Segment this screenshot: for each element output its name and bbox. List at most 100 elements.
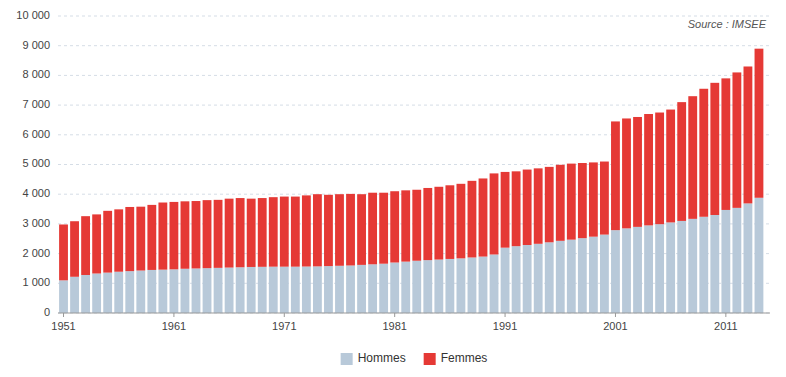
bar: [501, 248, 510, 313]
bar: [169, 269, 178, 313]
bar: [699, 217, 708, 313]
x-tick: [173, 313, 174, 317]
x-tick-label: 1961: [162, 320, 186, 332]
grid-line: [58, 313, 770, 314]
bar: [103, 273, 112, 313]
bar: [125, 207, 134, 271]
bar: [258, 267, 267, 313]
bar: [622, 228, 631, 313]
bar: [368, 193, 377, 265]
bar: [732, 208, 741, 313]
y-tick-label: 3 000: [22, 217, 50, 229]
y-tick-label: 5 000: [22, 157, 50, 169]
bar: [578, 163, 587, 238]
bar: [423, 188, 432, 260]
bar: [103, 211, 112, 273]
bar: [203, 268, 212, 313]
grid-line: [58, 75, 770, 76]
bar: [158, 270, 167, 313]
bar: [70, 221, 79, 277]
bar: [379, 193, 388, 264]
y-tick-label: 4 000: [22, 187, 50, 199]
bar: [313, 266, 322, 313]
bar: [556, 165, 565, 241]
x-tick-label: 1991: [493, 320, 517, 332]
bar: [390, 263, 399, 313]
y-tick-label: 2 000: [22, 247, 50, 259]
bar: [644, 225, 653, 313]
bar: [490, 254, 499, 313]
y-tick-label: 1 000: [22, 276, 50, 288]
bar: [214, 268, 223, 313]
bar: [611, 121, 620, 230]
bar: [324, 195, 333, 266]
bar: [545, 242, 554, 313]
bar: [479, 178, 488, 256]
x-tick-label: 1951: [51, 320, 75, 332]
bar: [335, 266, 344, 313]
bar: [545, 167, 554, 242]
bar: [512, 246, 521, 313]
bar: [567, 240, 576, 313]
bar: [147, 270, 156, 313]
bar: [445, 185, 454, 259]
y-tick-label: 6 000: [22, 128, 50, 140]
bar: [412, 261, 421, 313]
bar: [523, 170, 532, 245]
bar: [412, 190, 421, 261]
bar: [169, 202, 178, 269]
bar: [600, 162, 609, 235]
bar: [445, 259, 454, 313]
bar: [633, 227, 642, 313]
bar: [688, 219, 697, 313]
bar: [622, 118, 631, 228]
bar: [59, 224, 68, 280]
bars: [59, 49, 763, 313]
bar: [589, 162, 598, 236]
bar: [81, 216, 90, 275]
bar: [236, 198, 245, 267]
bar: [247, 267, 256, 313]
bar: [755, 49, 764, 198]
y-tick-label: 10 000: [16, 9, 50, 21]
bar: [456, 184, 465, 259]
bar: [203, 200, 212, 268]
x-tick: [63, 313, 64, 317]
x-tick-label: 2001: [603, 320, 627, 332]
x-tick: [725, 313, 726, 317]
bar: [280, 267, 289, 313]
legend-item: Femmes: [424, 351, 488, 365]
bar: [423, 260, 432, 313]
bar: [147, 205, 156, 270]
bar: [136, 207, 145, 271]
bar: [512, 171, 521, 246]
grid: [58, 16, 770, 313]
bar: [644, 114, 653, 225]
bar: [114, 209, 123, 271]
bar: [401, 190, 410, 261]
y-tick-label: 9 000: [22, 39, 50, 51]
bar: [732, 72, 741, 207]
bar: [534, 244, 543, 313]
bar: [335, 194, 344, 266]
bar: [136, 271, 145, 313]
bar: [192, 268, 201, 313]
chart: 01 0002 0003 0004 0005 0006 0007 0008 00…: [0, 0, 786, 377]
bar: [302, 267, 311, 313]
bar: [59, 280, 68, 313]
bar: [677, 102, 686, 221]
x-tick: [615, 313, 616, 317]
bar: [92, 214, 101, 273]
bar: [390, 191, 399, 262]
bar: [523, 245, 532, 313]
bar: [401, 262, 410, 313]
y-axis: 01 0002 0003 0004 0005 0006 0007 0008 00…: [16, 9, 50, 318]
bar: [81, 275, 90, 313]
bar: [633, 117, 642, 227]
bar: [346, 194, 355, 266]
x-tick: [284, 313, 285, 317]
bar: [313, 194, 322, 266]
bar: [744, 66, 753, 203]
legend-label: Femmes: [441, 351, 488, 365]
bar: [324, 266, 333, 313]
